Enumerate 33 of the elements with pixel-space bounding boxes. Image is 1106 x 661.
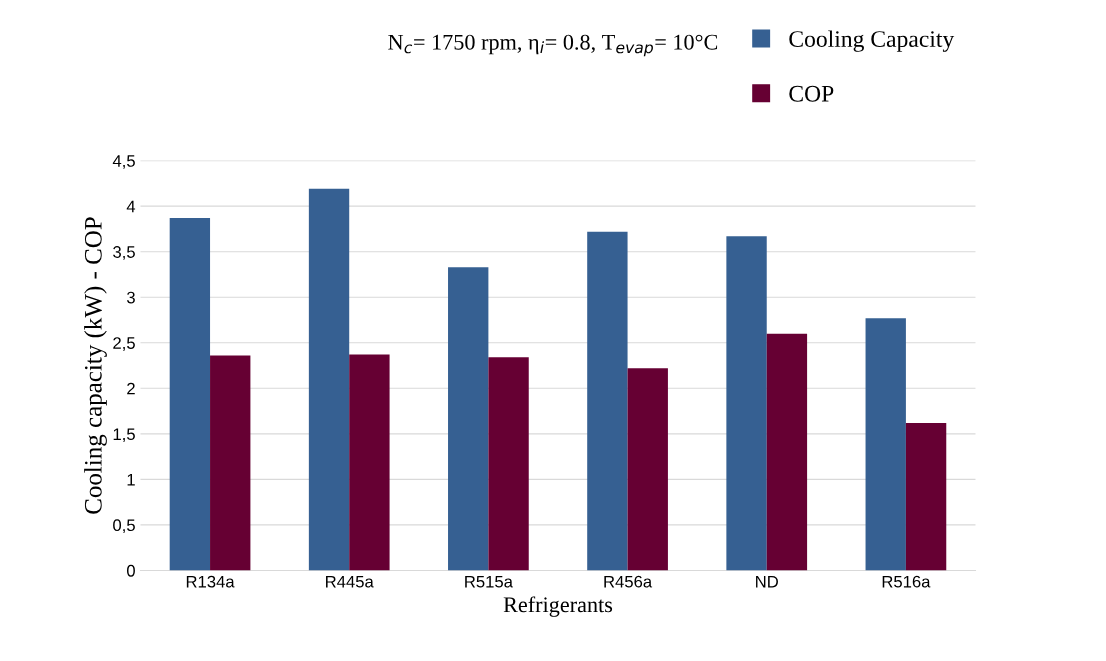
bar [865, 318, 906, 571]
bar [587, 231, 628, 571]
y-tick-label: 3,5 [113, 246, 135, 260]
bar [488, 357, 529, 571]
bar [210, 355, 251, 571]
x-tick-label: R515a [465, 575, 513, 588]
bar [169, 218, 211, 571]
x-axis-title: Refrigerants [503, 596, 613, 617]
y-tick-label: 0 [126, 564, 135, 577]
legend-label: COP [789, 85, 834, 102]
x-tick-label: R516a [882, 575, 931, 588]
x-tick-label: R445a [326, 575, 374, 588]
y-tick-label: 1,5 [113, 428, 135, 443]
y-tick-label: 2,5 [113, 337, 135, 351]
y-tick-label: 4,5 [112, 155, 135, 169]
y-axis-title: Cooling capacity (kW) - COP [84, 217, 107, 514]
y-tick-label: 0,5 [113, 519, 135, 534]
bar [308, 188, 350, 571]
x-tick-label: R456a [604, 575, 653, 588]
legend-label: Cooling Capacity [789, 30, 955, 52]
bar [349, 354, 390, 571]
x-tick-label: R134a [186, 575, 235, 588]
bar [766, 333, 808, 571]
y-tick-label: 4 [126, 200, 136, 213]
bar [448, 267, 489, 571]
y-tick-label: 2 [127, 382, 135, 395]
x-tick-label: ND [756, 575, 778, 588]
bar [905, 422, 947, 571]
y-tick-label: 1 [127, 473, 135, 486]
bar [627, 368, 668, 571]
y-tick-label: 3 [126, 291, 135, 304]
chart-title: N$_{c}$= 1750 rpm, η$_{i}$= 0.8, T$_{evap}$= 10°C [388, 34, 718, 57]
bar [726, 236, 767, 571]
